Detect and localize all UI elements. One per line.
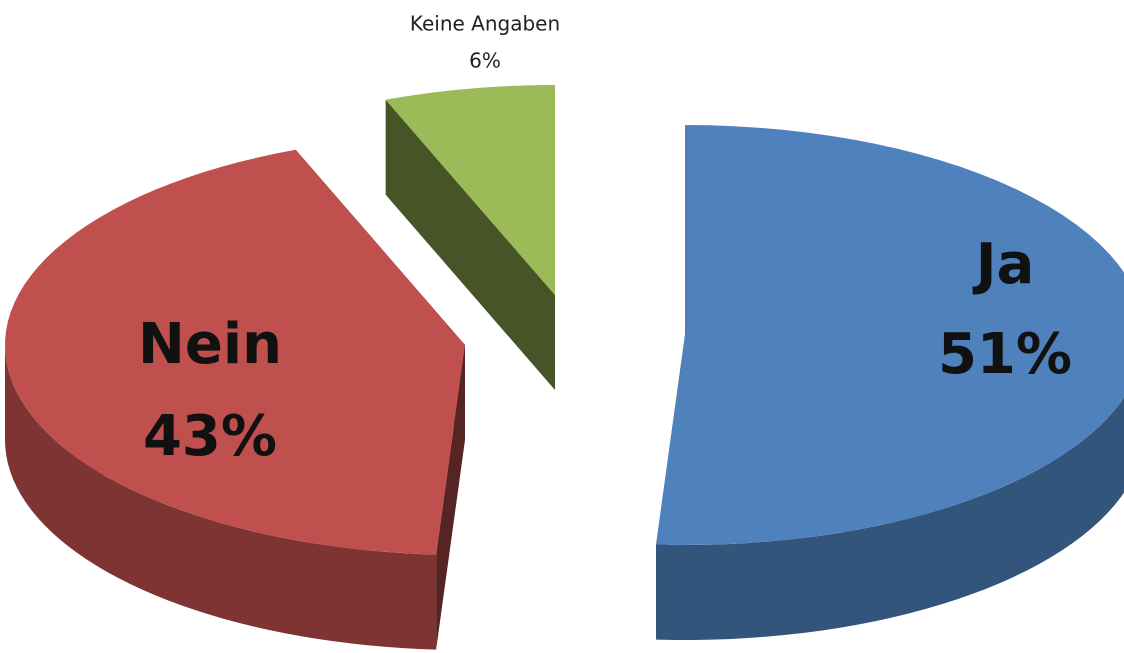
slice-label-value: 51%	[938, 322, 1072, 387]
slice	[656, 125, 1124, 545]
slice-label-name: Ja	[972, 232, 1035, 297]
slice-cut-face	[385, 99, 555, 390]
slice-label-name: Nein	[138, 312, 282, 377]
slice	[385, 85, 555, 295]
slice-side	[656, 397, 1124, 640]
slice-label-value: 6%	[469, 49, 501, 73]
slice-label-value: 43%	[143, 404, 277, 469]
slice-side	[5, 345, 437, 650]
slice	[5, 149, 465, 555]
slice-label-name: Keine Angaben	[410, 12, 560, 36]
